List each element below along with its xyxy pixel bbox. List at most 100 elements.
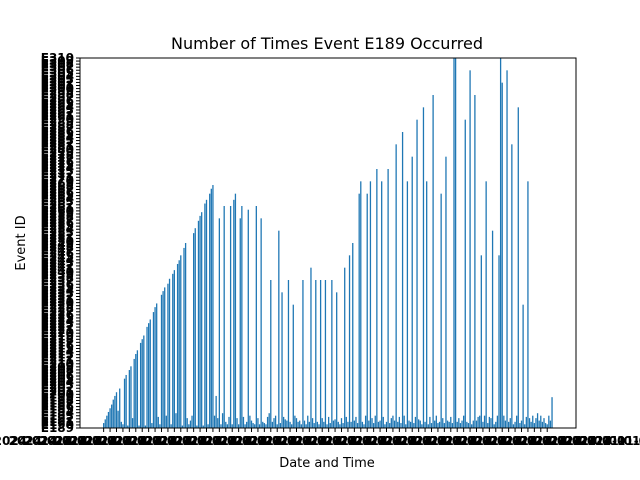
x-tick-label: 2024-01-01 [414,434,491,448]
bar [522,304,524,428]
y-tick-label: E269 [41,176,74,190]
bar [294,415,296,428]
y-tick-label: E280 [41,143,74,157]
bar [181,425,184,428]
x-tick-label: 2024-01-01 [39,434,116,448]
bar [389,423,391,428]
x-tick-label: 2024-01-01 [234,434,311,448]
bar [223,206,225,428]
x-tick-label: 2024-01-01 [99,434,176,448]
bar [220,424,222,428]
y-tick-label: E218 [41,332,74,346]
bar [246,421,248,428]
bar [540,415,542,428]
bar [525,416,527,428]
y-tick-label: E305 [41,66,74,80]
y-tick-label: E217 [41,335,74,349]
y-tick-label: E226 [41,308,74,322]
bar [348,255,351,428]
bar [366,193,368,428]
y-tick-label: E299 [41,85,74,99]
bar [172,273,174,428]
bar [159,424,161,428]
bar [491,230,494,428]
bar [331,280,333,428]
bar [448,421,450,428]
bar [106,415,108,428]
bar [467,423,470,428]
bar [271,421,274,428]
y-tick-label: E194 [41,406,74,420]
bar [302,280,304,428]
bar [266,416,269,428]
bar [508,421,510,428]
bar [475,420,478,428]
y-tick-label: E230 [41,296,74,310]
bar [324,280,327,428]
bar [392,415,394,428]
y-tick-label: E243 [41,256,74,270]
x-tick-label: 2024-01-01 [84,434,161,448]
bar [204,203,206,428]
bar [244,424,246,428]
y-tick-label: E260 [41,204,74,218]
y-tick-label: E192 [41,412,74,426]
bar [242,416,245,428]
bar [321,418,323,428]
y-tick-label: E193 [41,409,74,423]
bar [393,420,396,428]
bar [424,421,426,428]
bar [283,416,285,428]
x-tick-label: 2024-01-01 [249,434,326,448]
bar [446,420,449,428]
bar [456,421,458,428]
bar [496,415,499,428]
bar [490,418,492,428]
y-tick-label: E288 [41,118,74,132]
y-tick-label: E271 [41,170,74,184]
bar [152,312,155,428]
bar [146,326,148,428]
bar [535,418,537,428]
bar [546,424,548,428]
y-tick-label: E203 [41,378,74,392]
x-tick-label: 2024-01-01 [294,434,371,448]
x-tick-label: 2024-01-01 [429,434,506,448]
bar [355,416,357,428]
bar [368,420,370,428]
bar [139,342,142,428]
bar [360,181,362,428]
bar [461,420,463,428]
y-tick-label: E189 [41,421,74,435]
bar [430,423,433,428]
bar [340,418,343,428]
y-tick-label: E210 [41,357,74,371]
bar [111,404,113,428]
x-tick-label: 2024-01-01 [579,434,640,448]
y-tick-label: E224 [41,314,74,328]
y-tick-label: E215 [41,341,74,355]
y-tick-label: E237 [41,274,74,288]
x-axis-ticks: 2024-01-012024-01-012024-01-012024-01-01… [0,428,640,448]
bar [524,424,526,428]
bar [504,420,507,428]
bar [276,424,278,428]
bar [217,418,219,428]
bar [305,424,307,428]
bar [255,206,257,428]
y-tick-label: E238 [41,271,74,285]
bar [401,132,404,428]
x-tick-label: 2024-01-01 [324,434,401,448]
y-tick-label: E282 [41,137,74,151]
y-tick-label: E302 [41,75,74,89]
bar [487,423,489,428]
bar [191,415,193,428]
bar [485,181,487,428]
y-tick-label: E235 [41,280,74,294]
bar [336,292,338,428]
x-tick-label: 2024-01-01 [144,434,221,448]
bar [432,95,434,428]
bar [157,416,159,428]
bar [143,335,145,428]
bar [520,420,523,428]
